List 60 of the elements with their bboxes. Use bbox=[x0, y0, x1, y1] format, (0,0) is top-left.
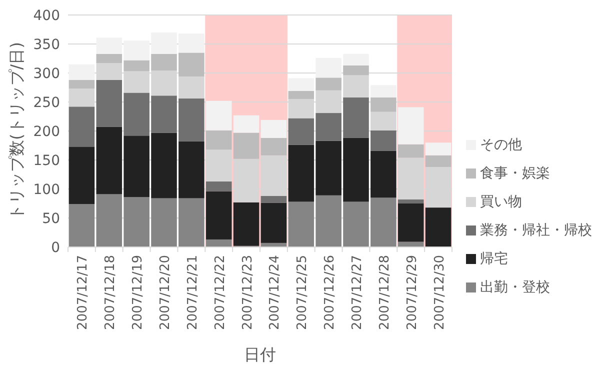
bar bbox=[233, 202, 260, 246]
bar bbox=[260, 196, 287, 203]
y-tick-label: 0 bbox=[51, 240, 60, 256]
bar bbox=[233, 132, 260, 159]
x-tick-label: 2007/12/27 bbox=[350, 255, 365, 330]
y-tick-label: 400 bbox=[33, 8, 60, 24]
y-tick-label: 250 bbox=[33, 95, 60, 111]
bar bbox=[260, 202, 287, 243]
bar bbox=[398, 107, 424, 144]
y-tick-label: 300 bbox=[33, 66, 60, 82]
bar bbox=[370, 97, 396, 112]
bar bbox=[425, 142, 452, 156]
legend-label: その他 bbox=[480, 137, 522, 153]
bar bbox=[288, 78, 314, 91]
x-tick-label: 2007/12/28 bbox=[377, 255, 392, 330]
x-tick-label: 2007/12/17 bbox=[76, 255, 91, 330]
bar bbox=[68, 64, 95, 80]
bar bbox=[398, 204, 424, 242]
x-tick-label: 2007/12/20 bbox=[158, 255, 173, 330]
legend-label: 出勤・登校 bbox=[480, 280, 550, 296]
x-tick-label: 2007/12/30 bbox=[432, 255, 448, 330]
x-axis-title: 日付 bbox=[244, 345, 276, 364]
bar bbox=[398, 144, 424, 158]
bar bbox=[260, 138, 287, 156]
bar bbox=[370, 112, 396, 130]
bar bbox=[398, 199, 424, 204]
legend-label: 買い物 bbox=[480, 194, 522, 210]
y-tick-label: 50 bbox=[42, 211, 60, 227]
bar bbox=[206, 100, 232, 130]
x-tick-label: 2007/12/19 bbox=[130, 255, 146, 330]
bar bbox=[288, 90, 314, 100]
bar bbox=[370, 85, 396, 98]
x-tick-label: 2007/12/22 bbox=[212, 255, 228, 330]
legend-label: 食事・娯楽 bbox=[480, 166, 550, 182]
bar bbox=[425, 208, 452, 247]
bar bbox=[206, 130, 232, 150]
y-axis-title: トリップ数(トリップ/日) bbox=[7, 42, 26, 220]
bar bbox=[343, 65, 369, 76]
bar bbox=[425, 155, 452, 167]
bar bbox=[68, 204, 95, 247]
bar bbox=[233, 115, 260, 133]
x-tick-label: 2007/12/21 bbox=[185, 255, 200, 330]
bar bbox=[68, 146, 95, 204]
y-tick-label: 100 bbox=[33, 182, 60, 198]
legend-label: 業務・帰社・帰校 bbox=[480, 222, 592, 238]
y-tick-label: 200 bbox=[33, 124, 60, 140]
bar bbox=[68, 80, 95, 89]
x-tick-label: 2007/12/23 bbox=[240, 255, 256, 330]
bar bbox=[68, 106, 95, 147]
y-tick-label: 350 bbox=[33, 37, 60, 53]
x-tick-label: 2007/12/26 bbox=[322, 255, 338, 330]
x-tick-label: 2007/12/24 bbox=[268, 255, 283, 330]
legend-label: 帰宅 bbox=[480, 251, 508, 267]
x-tick-label: 2007/12/25 bbox=[295, 255, 310, 330]
bar bbox=[260, 120, 287, 138]
x-tick-label: 2007/12/29 bbox=[404, 255, 420, 330]
y-tick-label: 150 bbox=[33, 153, 60, 169]
x-tick-label: 2007/12/18 bbox=[103, 255, 118, 330]
bar bbox=[316, 78, 342, 90]
bar bbox=[206, 181, 232, 192]
